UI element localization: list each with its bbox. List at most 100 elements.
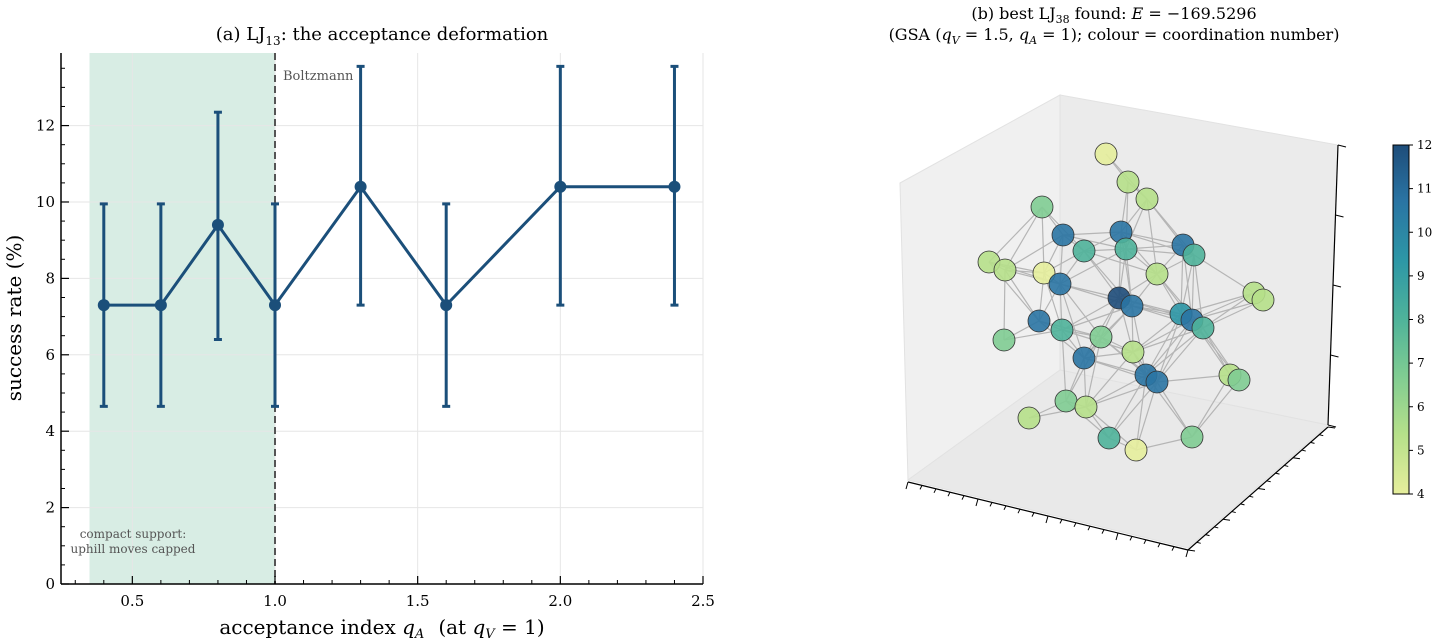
atom [1032, 261, 1056, 285]
bond [1061, 305, 1133, 331]
colorbar-ticks: 4 5 6 7 8 9 10 11 12 [1409, 138, 1432, 501]
atoms [977, 142, 1275, 462]
atom [1030, 195, 1054, 219]
x3d-tick [975, 498, 979, 507]
data-point [554, 180, 567, 193]
colorbar-tick-label: 12 [1417, 138, 1432, 152]
bond [1132, 327, 1204, 353]
y3d-tick [1222, 518, 1231, 521]
right-panel: (b) best LJ38 found: E = −169.5296 (GSA … [889, 4, 1432, 558]
y-tick-label: 4 [45, 422, 55, 440]
x3d-tick [1073, 522, 1077, 528]
bond [1059, 248, 1127, 285]
y3d-tick [1187, 549, 1196, 552]
atom [1251, 288, 1275, 312]
left-panel: 0.5 1.0 1.5 2.0 2.5 0 2 4 6 8 10 12 (a) LJ13: the … [2, 24, 715, 642]
x3d-tick [1171, 546, 1175, 551]
shade-note-line1: compact support: [80, 527, 187, 541]
y-tick-label: 8 [45, 269, 55, 287]
colorbar-tick-label: 9 [1417, 269, 1425, 283]
y-tick-label: 0 [45, 575, 55, 593]
y3d-tick [1284, 464, 1289, 467]
bond [1191, 374, 1231, 438]
bond [1085, 336, 1102, 408]
y3d-tick [1231, 511, 1236, 514]
y3d-tick [1249, 495, 1254, 498]
x-axis-label: acceptance index qA (at qV = 1) [219, 615, 544, 642]
y3d-tick [1292, 457, 1301, 460]
z3d-tick [1327, 424, 1337, 428]
z3d-tick [1337, 144, 1347, 148]
atom [992, 328, 1016, 352]
atom [1072, 239, 1096, 263]
y3d-tick [1266, 480, 1271, 483]
atom [993, 258, 1017, 282]
y-axis-label: success rate (%) [2, 235, 26, 402]
bond [1191, 379, 1240, 438]
bond [1145, 319, 1193, 376]
bond [1059, 283, 1085, 359]
y3d-tick [1301, 449, 1306, 452]
atom [1051, 223, 1075, 247]
y-tick-label: 10 [36, 193, 55, 211]
x3d-tick [1115, 532, 1119, 541]
right-title-line1: (b) best LJ38 found: E = −169.5296 [971, 4, 1256, 26]
bond [1108, 381, 1158, 439]
atom [1017, 406, 1041, 430]
bond [1061, 329, 1067, 402]
x3d-tick [1087, 525, 1091, 531]
atom [1097, 426, 1121, 450]
x3d-tick [1157, 542, 1161, 548]
right-title-line2: (GSA (qV = 1.5, qA = 1); colour = coordi… [889, 25, 1340, 47]
colorbar-tick-label: 7 [1417, 356, 1425, 370]
atom [1121, 340, 1145, 364]
x3d-tick [1031, 512, 1035, 517]
shade-note-line2: uphill moves capped [71, 542, 196, 556]
colorbar [1392, 144, 1410, 495]
atom [1120, 294, 1144, 318]
bond [1145, 327, 1204, 376]
bond [1145, 313, 1182, 376]
colorbar-tick-label: 8 [1417, 313, 1425, 327]
data-point [269, 299, 281, 312]
atom [1027, 309, 1051, 333]
3d-axis-ticks [905, 144, 1347, 558]
x3d-tick [905, 481, 909, 490]
colorbar-tick-label: 10 [1417, 225, 1432, 239]
atom [1182, 243, 1206, 267]
x3d-tick [1101, 529, 1105, 534]
x-tick-label: 2.5 [691, 592, 715, 610]
atom [1094, 142, 1118, 166]
colorbar-tick-label: 11 [1417, 182, 1432, 196]
x3d-tick [919, 485, 923, 490]
data-points [97, 180, 681, 312]
atom [1227, 368, 1251, 392]
x3d-tick [961, 495, 965, 500]
x3d-tick [947, 491, 951, 497]
data-point [668, 180, 681, 193]
data-point [211, 218, 224, 231]
atom [1135, 187, 1159, 211]
bond [1108, 374, 1147, 439]
boltzmann-label: Boltzmann [283, 69, 354, 84]
bond [1003, 269, 1006, 341]
y3d-tick [1240, 503, 1245, 506]
x3d-tick [1129, 536, 1133, 541]
z3d-tick [1330, 354, 1339, 358]
z3d-tick [1335, 214, 1344, 218]
colorbar-tick-label: 4 [1417, 487, 1425, 501]
x3d-tick [1185, 549, 1189, 558]
atom [1124, 438, 1148, 462]
atom [1072, 346, 1096, 370]
atom [1180, 425, 1204, 449]
atom [1145, 262, 1169, 286]
bond [1083, 250, 1158, 275]
bond [988, 206, 1043, 263]
x-ticks: 0.5 1.0 1.5 2.0 2.5 [74, 576, 715, 610]
colorbar-tick-label: 6 [1417, 400, 1425, 414]
atom [1050, 318, 1074, 342]
y3d-tick [1257, 488, 1266, 490]
bond [1193, 254, 1255, 294]
y-tick-label: 2 [45, 499, 55, 517]
y-tick-label: 12 [36, 117, 55, 135]
